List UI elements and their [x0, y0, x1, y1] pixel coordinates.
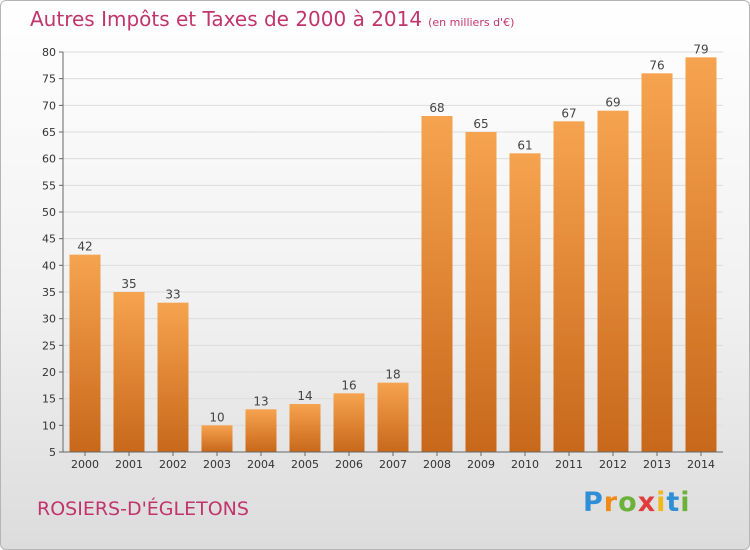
bars — [69, 57, 717, 453]
data-label: 14 — [297, 389, 312, 403]
logo-letter: i — [680, 487, 691, 518]
logo-letter: i — [656, 487, 667, 518]
bar — [597, 110, 629, 453]
x-tick-label: 2000 — [71, 458, 99, 471]
location-name: ROSIERS-D'ÉGLETONS — [37, 498, 249, 520]
data-label: 13 — [253, 394, 268, 408]
x-tick-label: 2002 — [159, 458, 187, 471]
y-tick-label: 5 — [49, 446, 56, 459]
bar — [245, 409, 277, 452]
logo-letter: r — [603, 487, 619, 518]
x-tick-label: 2010 — [511, 458, 539, 471]
data-label: 61 — [517, 138, 532, 152]
bar — [333, 393, 365, 452]
x-tick-label: 2005 — [291, 458, 319, 471]
proxiti-logo: Proxiti — [583, 487, 691, 518]
bar — [465, 132, 497, 452]
data-label: 42 — [77, 240, 92, 254]
x-tick-label: 2006 — [335, 458, 363, 471]
data-label: 76 — [649, 58, 664, 72]
chart-subtitle: (en milliers d'€) — [428, 16, 515, 29]
y-tick-label: 35 — [42, 286, 56, 299]
bar — [201, 425, 233, 452]
data-label: 18 — [385, 368, 400, 382]
y-tick-label: 50 — [42, 206, 56, 219]
bar — [553, 121, 585, 452]
data-labels: 42 35 33 10 13 14 16 18 68 65 61 67 69 76 79 — [77, 42, 708, 424]
y-tick-label: 10 — [42, 419, 56, 432]
data-label: 67 — [561, 106, 576, 120]
logo-letter: t — [666, 487, 681, 518]
data-label: 79 — [693, 42, 708, 56]
y-tick-label: 65 — [42, 126, 56, 139]
bar — [69, 254, 101, 452]
data-label: 16 — [341, 378, 356, 392]
logo-letter: x — [637, 487, 657, 518]
y-tick-label: 80 — [42, 46, 56, 59]
y-tick-label: 60 — [42, 153, 56, 166]
bar — [685, 57, 717, 452]
bar — [157, 302, 189, 452]
bar — [641, 73, 673, 452]
y-tick-label: 70 — [42, 99, 56, 112]
x-tick-label: 2003 — [203, 458, 231, 471]
data-label: 10 — [209, 410, 224, 424]
x-tick-label: 2012 — [599, 458, 627, 471]
bar — [421, 116, 453, 452]
x-tick-label: 2011 — [555, 458, 583, 471]
logo-letter: P — [583, 487, 604, 518]
chart-title: Autres Impôts et Taxes de 2000 à 2014 (en… — [30, 7, 514, 31]
x-tick-label: 2014 — [687, 458, 715, 471]
y-tick-label: 15 — [42, 393, 56, 406]
bar — [509, 153, 541, 453]
x-tick-label: 2009 — [467, 458, 495, 471]
x-tick-label: 2007 — [379, 458, 407, 471]
logo-letter: o — [618, 487, 638, 518]
data-label: 65 — [473, 117, 488, 131]
data-label: 69 — [605, 96, 620, 110]
y-tick-label: 30 — [42, 313, 56, 326]
data-label: 35 — [121, 277, 136, 291]
bar — [377, 382, 409, 452]
x-tick-label: 2004 — [247, 458, 275, 471]
data-label: 68 — [429, 101, 444, 115]
bar — [113, 292, 145, 452]
chart-title-text: Autres Impôts et Taxes de 2000 à 2014 — [30, 7, 423, 31]
x-tick-label: 2013 — [643, 458, 671, 471]
y-tick-label: 55 — [42, 179, 56, 192]
x-tick-label: 2008 — [423, 458, 451, 471]
y-tick-label: 40 — [42, 259, 56, 272]
axes: 5 10 15 20 25 30 35 40 45 50 55 60 65 70 75 80 2000 2001 2… — [42, 46, 723, 471]
bar — [289, 404, 321, 452]
y-tick-label: 25 — [42, 339, 56, 352]
y-tick-label: 75 — [42, 73, 56, 86]
y-tick-label: 20 — [42, 366, 56, 379]
data-label: 33 — [165, 288, 180, 302]
y-tick-label: 45 — [42, 233, 56, 246]
x-tick-label: 2001 — [115, 458, 143, 471]
